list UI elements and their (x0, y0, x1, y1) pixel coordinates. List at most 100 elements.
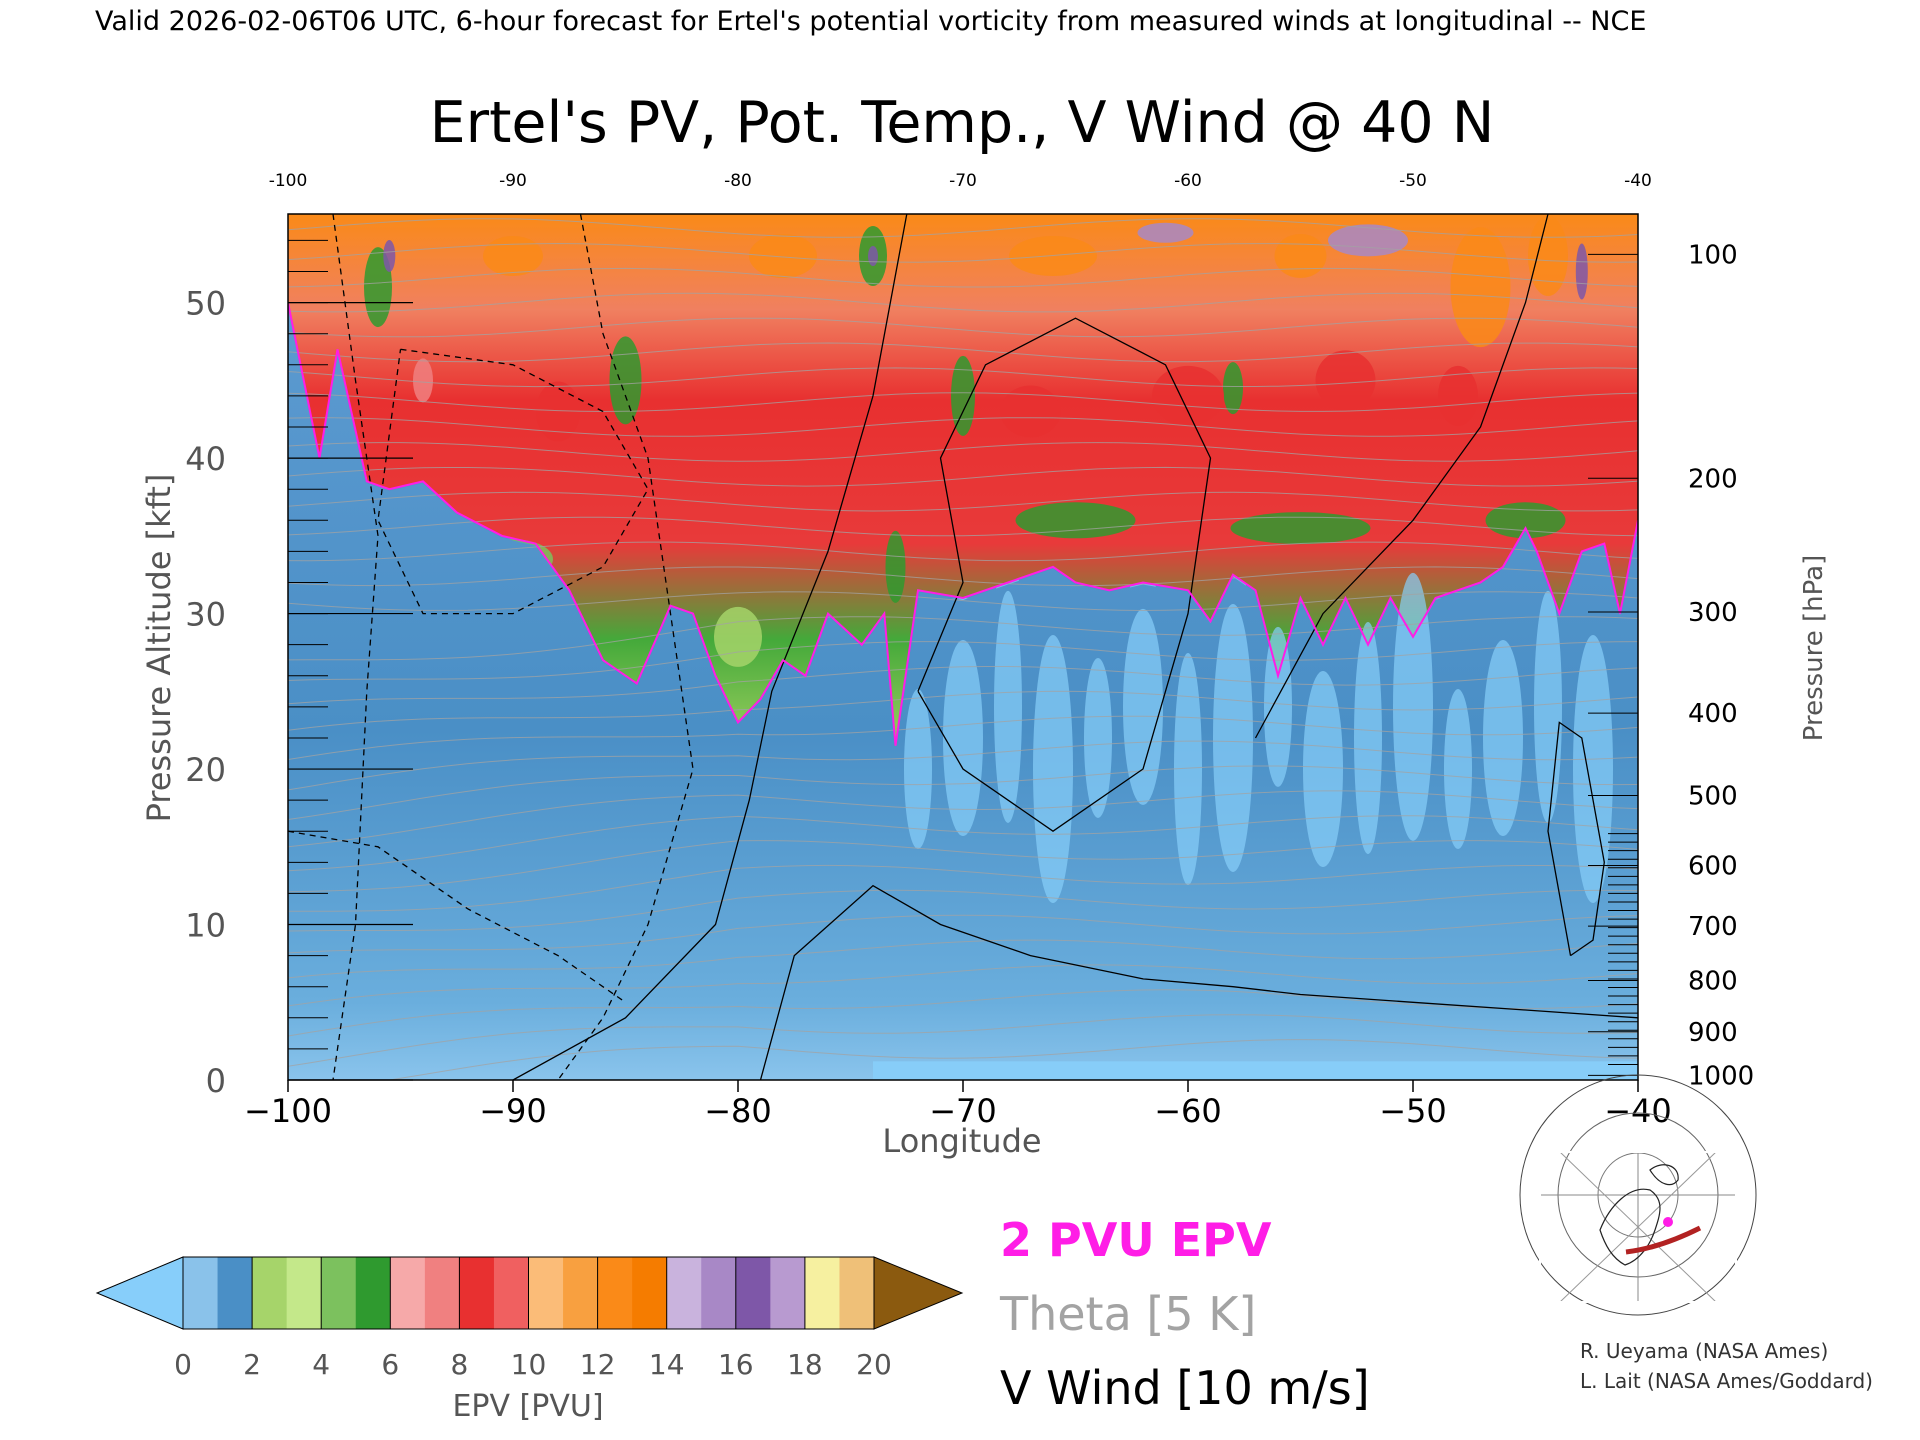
theta-contour (288, 864, 1638, 912)
pressure-tick-label: 300 (1688, 598, 1738, 628)
theta-contour (288, 790, 1638, 848)
theta-contour (288, 591, 1638, 612)
top-tick-label: -70 (949, 171, 977, 191)
vwind-contour (332, 214, 379, 1080)
theta-contour (288, 292, 1638, 313)
colorbar-tick-label: 18 (787, 1348, 823, 1381)
top-tick-label: -80 (724, 171, 752, 191)
y-axis-label: Pressure Altitude [kft] (140, 474, 178, 823)
theta-contour (288, 317, 1638, 338)
top-tick-label: -100 (269, 171, 308, 191)
theta-contour (288, 491, 1638, 512)
low-pv-patch (1444, 689, 1472, 850)
colorbar-segment (839, 1257, 875, 1329)
low-pv-patch (1213, 603, 1253, 872)
theta-contour (288, 840, 1638, 893)
legend-vwind: V Wind [10 m/s] (1000, 1361, 1370, 1415)
low-pv-patch (1033, 635, 1073, 904)
vwind-contour (1547, 721, 1605, 957)
colorbar-segment (597, 1257, 633, 1329)
pv2-contour (288, 302, 1638, 746)
x-tick-label: −100 (244, 1092, 332, 1130)
theta-contour (288, 939, 1638, 979)
pv-blob (1315, 350, 1376, 411)
vwind-contour (377, 348, 649, 615)
valid-time-header: Valid 2026-02-06T06 UTC, 6-hour forecast… (95, 6, 1646, 37)
chart-title: Ertel's PV, Pot. Temp., V Wind @ 40 N (430, 90, 1495, 156)
cross-section-track (1625, 1225, 1702, 1255)
pv-blob (1450, 227, 1511, 348)
pressure-tick-label: 900 (1688, 1018, 1738, 1048)
colorbar-segment (424, 1257, 460, 1329)
low-pv-patch (1264, 626, 1292, 787)
y-axis-right-pressure: 100 200 300 400 500 600 700 800 900 1000 (1588, 240, 1754, 1091)
colorbar-tick-label: 12 (580, 1348, 616, 1381)
vwind-contour (917, 317, 1212, 832)
colorbar-segment (632, 1257, 668, 1329)
colorbar-segment (528, 1257, 564, 1329)
theta-contour (387, 1039, 1638, 1080)
x-tick-label: −90 (479, 1092, 547, 1130)
pv-blob (1528, 216, 1568, 296)
theta-contour (288, 342, 1638, 363)
colorbar-tick-label: 0 (174, 1348, 192, 1381)
colorbar-segment (563, 1257, 599, 1329)
theta-contour (288, 641, 1638, 681)
y-tick-label: 30 (185, 596, 226, 634)
y2-axis-label: Pressure [hPa] (1799, 555, 1829, 742)
y-tick-label: 0 (206, 1062, 226, 1100)
colorbar-tick-label: 20 (856, 1348, 892, 1381)
theta-contour (288, 616, 1638, 661)
x-tick-label: −50 (1379, 1092, 1447, 1130)
low-pv-patch (1573, 635, 1613, 904)
theta-contour (288, 765, 1638, 820)
theta-contour (288, 989, 1638, 1037)
pv-blob (1152, 365, 1224, 426)
pv-blob (413, 358, 433, 403)
vwind-contour (512, 214, 908, 1080)
colorbar: 0 2 4 6 8 10 12 14 16 18 20 EPV [PVU] (95, 1256, 964, 1424)
colorbar-segments (182, 1256, 875, 1330)
colorbar-segment (804, 1257, 841, 1329)
vwind-contour (759, 884, 1638, 1080)
pv-blob (1000, 385, 1061, 438)
theta-contour (288, 218, 1638, 238)
pressure-tick-label: 700 (1688, 912, 1738, 942)
colorbar-label: EPV [PVU] (452, 1389, 603, 1424)
colorbar-segment (252, 1257, 288, 1329)
theta-contours (288, 218, 1638, 1080)
vwind-contours (288, 214, 1638, 1080)
pressure-tick-label: 800 (1688, 966, 1738, 996)
vwind-contour (1254, 214, 1549, 739)
colorbar-tick-label: 4 (312, 1348, 330, 1381)
legend-theta: Theta [5 K] (999, 1287, 1256, 1341)
low-pv-patch (1534, 590, 1562, 823)
theta-contour (288, 889, 1638, 932)
low-pv-patch (1354, 621, 1382, 854)
y-tick-label: 40 (185, 440, 226, 478)
pv-blob (749, 234, 817, 278)
legend-2pvu-epv: 2 PVU EPV (1000, 1213, 1272, 1267)
x-tick-label: −70 (929, 1092, 997, 1130)
colorbar-tick-label: 8 (450, 1348, 468, 1381)
low-pv-patch (1123, 608, 1163, 805)
y-tick-label: 20 (185, 751, 226, 789)
pv-blob (1575, 243, 1588, 300)
credit-line-1: R. Ueyama (NASA Ames) (1580, 1339, 1828, 1363)
pv-blob (714, 606, 762, 667)
x-tick-label: −80 (704, 1092, 772, 1130)
pressure-tick-label: 500 (1688, 781, 1738, 811)
legend: 2 PVU EPV Theta [5 K] V Wind [10 m/s] (999, 1213, 1370, 1415)
credit-line-2: L. Lait (NASA Ames/Goddard) (1580, 1369, 1873, 1393)
low-pv-patch (1483, 639, 1523, 836)
y-axis-left: 0 10 20 30 40 50 (185, 239, 413, 1100)
theta-contour (288, 242, 1638, 263)
top-tick-label: -60 (1174, 171, 1202, 191)
theta-contour (288, 541, 1638, 562)
theta-contour (288, 516, 1638, 537)
theta-contour (288, 392, 1638, 413)
x-axis-label: Longitude (882, 1122, 1041, 1160)
low-pv-patch (943, 639, 983, 836)
colorbar-segment (286, 1257, 322, 1329)
